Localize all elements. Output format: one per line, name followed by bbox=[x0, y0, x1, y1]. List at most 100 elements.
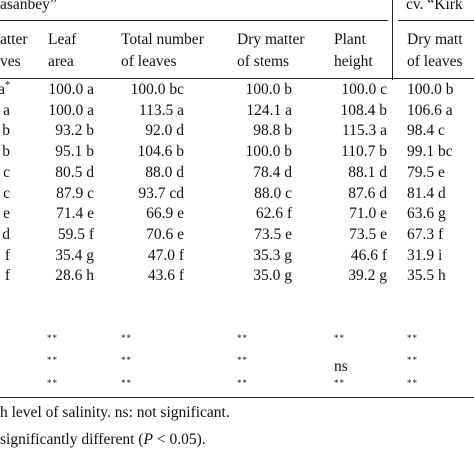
cell-r2-c2: 93.2 b bbox=[0, 122, 94, 140]
sig-r0-c5: ** bbox=[334, 333, 345, 343]
cell-r7-c2: 59.5 f bbox=[0, 226, 94, 244]
cell-r8-c6: 31.9 i bbox=[407, 247, 442, 265]
rule-bottom bbox=[0, 397, 474, 398]
cell-r3-c2: 95.1 b bbox=[0, 143, 94, 161]
cell-text: 92.0 d bbox=[145, 122, 184, 140]
sig-r2-c4: ** bbox=[237, 378, 248, 388]
cell-r6-c4: 62.6 f bbox=[172, 205, 292, 223]
cell-text: 31.9 i bbox=[407, 246, 443, 264]
cell-text: 115.3 a bbox=[341, 122, 387, 140]
cell-r5-c6: 81.4 d bbox=[407, 185, 446, 203]
cell-text: 71.4 e bbox=[56, 205, 94, 223]
sig-r2-c2: ** bbox=[47, 378, 58, 388]
vertical-divider bbox=[392, 0, 393, 80]
cell-r0-c5: 100.0 c bbox=[267, 81, 387, 99]
cell-r3-c3: 104.6 b bbox=[64, 143, 185, 161]
cell-r8-c5: 46.6 f bbox=[267, 247, 387, 265]
cell-text: 81.4 d bbox=[407, 184, 446, 202]
cell-text: 98.8 b bbox=[253, 122, 292, 140]
header-dry-leaves-line1: Dry matt bbox=[407, 31, 463, 48]
cell-text: a bbox=[3, 101, 10, 119]
cell-r1-c2: 100.0 a bbox=[0, 102, 94, 120]
footnote-line1: h level of salinity. ns: not significant… bbox=[0, 404, 230, 421]
header-col1-line1: atter bbox=[0, 31, 28, 48]
cell-r2-c3: 92.0 d bbox=[64, 122, 184, 140]
cell-r4-c4: 78.4 d bbox=[172, 164, 292, 182]
cell-text: 100.0 a bbox=[48, 101, 94, 119]
cell-r6-c5: 71.0 e bbox=[267, 205, 387, 223]
cell-text: 108.4 b bbox=[340, 101, 388, 119]
rule-under-group-left bbox=[0, 20, 388, 21]
header-dry-leaves-line2: of leaves bbox=[407, 53, 463, 70]
cell-r4-c2: 80.5 d bbox=[0, 164, 94, 182]
cell-r2-c4: 98.8 b bbox=[172, 122, 292, 140]
cell-text: 110.7 b bbox=[341, 143, 387, 161]
cell-text: 93.7 cd bbox=[138, 184, 184, 202]
cell-r6-c6: 63.6 g bbox=[407, 205, 446, 223]
cell-text: e bbox=[3, 205, 10, 223]
cell-r0-c4: 100.0 b bbox=[172, 81, 293, 99]
cell-r9-c2: 28.6 h bbox=[0, 267, 94, 285]
footnote-line2-post: < 0.05). bbox=[152, 431, 206, 448]
cell-text: 39.2 g bbox=[348, 267, 387, 285]
header-total-leaves-line1: Total number bbox=[121, 31, 204, 48]
cell-r0-c2: 100.0 a bbox=[0, 81, 94, 99]
cell-r5-c3: 93.7 cd bbox=[64, 185, 184, 203]
cell-r8-c1: f bbox=[0, 247, 10, 265]
cell-r9-c5: 39.2 g bbox=[267, 267, 387, 285]
cell-r5-c5: 87.6 d bbox=[267, 185, 387, 203]
cell-r5-c4: 88.0 c bbox=[172, 185, 292, 203]
sig-r0-c6: ** bbox=[407, 333, 418, 343]
cell-r1-c4: 124.1 a bbox=[172, 102, 292, 120]
cell-text: 88.1 d bbox=[348, 163, 387, 181]
cell-text: 43.6 f bbox=[147, 267, 184, 285]
sig-r2-c3: ** bbox=[121, 378, 132, 388]
cell-text: 73.5 e bbox=[349, 225, 387, 243]
cell-text: d bbox=[2, 225, 10, 243]
cell-text: 100.0 b bbox=[407, 81, 454, 98]
cell-r2-c6: 98.4 c bbox=[407, 122, 445, 140]
cell-r9-c4: 35.0 g bbox=[172, 267, 292, 285]
sig-r1-c3: ** bbox=[121, 355, 132, 365]
cell-text: 124.1 a bbox=[246, 101, 292, 119]
cell-r1-c6: 106.6 a bbox=[407, 102, 453, 120]
sig-r2-c6: ** bbox=[407, 378, 418, 388]
sig-r0-c4: ** bbox=[237, 333, 248, 343]
cell-text: 63.6 g bbox=[407, 205, 446, 223]
cell-text: 35.3 g bbox=[253, 246, 292, 264]
cell-text: 104.6 b bbox=[137, 143, 185, 161]
cell-text: 98.4 c bbox=[407, 122, 445, 140]
cell-r7-c1: d bbox=[0, 226, 10, 244]
cell-text: 35.5 h bbox=[407, 267, 446, 285]
cell-r1-c5: 108.4 b bbox=[267, 101, 388, 120]
cell-r3-c5: 110.7 b bbox=[267, 143, 387, 161]
cell-r4-c3: 88.0 d bbox=[64, 164, 184, 182]
cell-text: 80.5 d bbox=[55, 163, 94, 181]
cell-text: 100.0 b bbox=[245, 143, 293, 161]
cell-text: 35.4 g bbox=[55, 246, 94, 264]
cell-text: b bbox=[2, 122, 10, 140]
footnote-line2-pre: significantly different ( bbox=[0, 431, 144, 448]
cell-text: 93.2 b bbox=[55, 122, 94, 140]
cell-r0-c3: 100.0 bc bbox=[64, 81, 184, 99]
cell-text: 70.6 e bbox=[146, 225, 184, 243]
cell-r3-c1: b bbox=[0, 143, 10, 161]
cell-text: 100.0 a bbox=[48, 81, 94, 98]
cell-text: 99.1 bc bbox=[407, 143, 453, 161]
cell-text: c bbox=[3, 163, 10, 181]
cell-text: 95.1 b bbox=[55, 143, 94, 161]
sig-r0-c3: ** bbox=[121, 333, 132, 343]
cell-r4-c6: 79.5 e bbox=[407, 164, 445, 182]
cell-text: 35.0 g bbox=[253, 267, 292, 285]
cell-r7-c3: 70.6 e bbox=[64, 226, 184, 244]
cell-r8-c3: 47.0 f bbox=[64, 247, 184, 265]
cell-r5-c1: c bbox=[0, 185, 10, 203]
cell-text: a bbox=[0, 81, 5, 98]
cell-r4-c5: 88.1 d bbox=[267, 164, 387, 182]
cell-r9-c6: 35.5 h bbox=[407, 267, 446, 285]
cell-r6-c1: e bbox=[0, 205, 10, 223]
cell-text: 73.5 e bbox=[254, 225, 292, 243]
footnote-marker: * bbox=[5, 79, 10, 91]
cell-r1-c1: a bbox=[0, 102, 10, 120]
cell-r8-c2: 35.4 g bbox=[0, 247, 94, 265]
